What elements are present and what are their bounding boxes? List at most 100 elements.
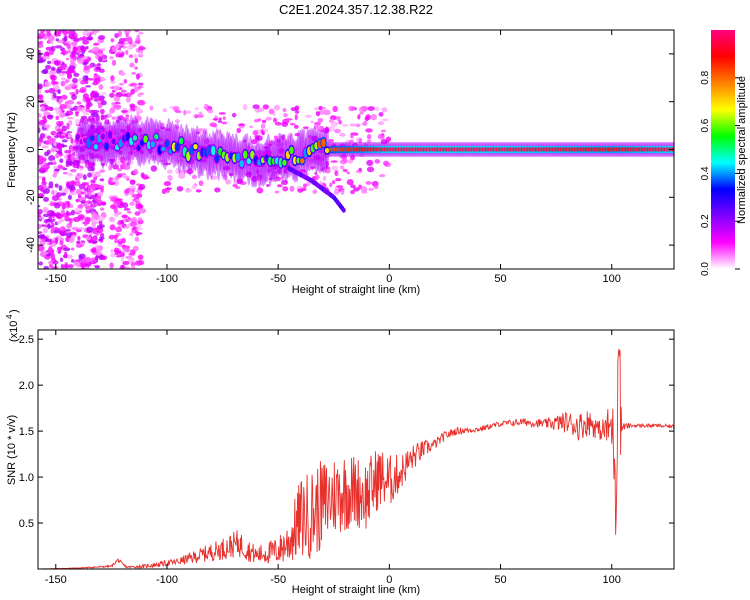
spectrogram-cell: [163, 162, 171, 166]
spectrogram-cell: [38, 141, 42, 147]
spectrogram-cell: [55, 237, 59, 243]
spectrogram-x-axis-label: Height of straight line (km): [292, 284, 420, 296]
spectrogram-cell: [89, 152, 96, 159]
spectrogram-cell: [42, 177, 46, 184]
spectrogram-cell: [69, 107, 76, 111]
spectrogram-cell: [289, 122, 296, 126]
spectrogram-cell: [310, 120, 314, 124]
spectrogram-cell: [348, 139, 354, 143]
spectrogram-cell: [60, 192, 66, 196]
spectrogram-cell: [69, 58, 76, 65]
spectrogram-cell: [361, 190, 368, 194]
spectrogram-cell: [358, 106, 366, 113]
spectrogram-cell: [191, 174, 198, 180]
spectrogram-cell: [91, 220, 96, 227]
spectrogram-cell: [191, 184, 197, 190]
spectrogram-cell: [90, 180, 96, 183]
spectrogram-cell: [236, 127, 242, 133]
spectrogram-cell: [53, 202, 61, 209]
spectrogram-cell: [317, 117, 324, 123]
spectrogram-cell: [272, 117, 278, 123]
spectrogram-cell: [134, 106, 142, 114]
spectrogram-cell: [252, 130, 258, 136]
spectrogram-cell: [129, 62, 135, 68]
spectrogram-cell: [119, 82, 124, 86]
spectrogram-cell: [349, 123, 357, 127]
spectrogram-cell: [57, 249, 61, 255]
spectrogram-cell: [342, 168, 348, 173]
spectrogram-cell: [92, 112, 99, 118]
spectrogram-cell: [87, 36, 94, 41]
spectrogram-cell: [71, 50, 77, 57]
spectrogram-cell: [59, 103, 67, 110]
spectrogram-cell: [246, 158, 252, 165]
spectrogram-cell: [120, 109, 128, 113]
spectrogram-cell: [40, 119, 44, 126]
spectrogram-cell: [64, 51, 68, 55]
spectrogram-cell: [329, 182, 333, 188]
spectrogram-cell: [85, 103, 91, 110]
spectrogram-cell: [255, 174, 263, 181]
spectrogram-cell: [70, 42, 78, 46]
spectrogram-cell: [294, 132, 300, 137]
spectrogram-cell: [120, 89, 127, 93]
snr-y-tick-label: 2.5: [19, 334, 34, 346]
spectrogram-cell: [110, 249, 114, 254]
spectrogram-cell: [140, 172, 145, 178]
spectrogram-cell: [41, 157, 47, 162]
spectrogram-cell: [199, 130, 208, 135]
spectrogram-cell: [78, 128, 85, 132]
spectrogram-cell: [38, 127, 41, 134]
spectrogram-cell: [167, 169, 173, 174]
spectrogram-cell: [52, 218, 56, 222]
spectrogram-cell: [73, 85, 78, 88]
spectrogram-cell: [47, 35, 55, 42]
spectrogram-cell: [85, 85, 92, 88]
spectrogram-cell: [212, 117, 219, 121]
spectrogram-cell: [121, 214, 128, 218]
spectrogram-cell: [130, 261, 136, 267]
spectrogram-cell: [97, 56, 103, 63]
spectrogram-cell: [94, 120, 99, 124]
spectrogram-cell: [53, 142, 57, 147]
spectrogram-cell: [113, 85, 121, 91]
snr-y-scale-base: (x10: [8, 321, 20, 342]
spectrogram-cell: [38, 31, 45, 39]
spectrogram-cell: [70, 247, 75, 251]
spectrogram-cell: [130, 120, 136, 124]
spectrogram-cell: [138, 100, 146, 106]
spectrogram-cell: [84, 159, 90, 163]
spectrogram-cell: [38, 245, 45, 252]
spectrogram-cell: [104, 119, 110, 125]
spectrogram-cell: [90, 240, 99, 244]
snr-panel: -150 -100 -50 0 50 100 0.5 1.0 1.5 2.0 2.5 Height…: [5, 309, 675, 596]
spectrogram-cell: [127, 219, 134, 222]
spectrogram-cell: [66, 72, 73, 79]
spectrogram-cell: [90, 31, 95, 35]
spectrogram-cell: [334, 170, 339, 177]
spectrogram-cell: [108, 164, 113, 171]
spectrogram-cell: [134, 57, 138, 64]
spectrogram-cell: [325, 167, 331, 174]
spectrogram-cell: [52, 92, 57, 99]
spectrogram-cell: [75, 88, 79, 95]
spectrogram-y-ticks: -40 -20 0 20 40: [25, 48, 674, 253]
spectrogram-cell: [199, 159, 207, 163]
snr-series-line: [38, 348, 674, 569]
spectrogram-cell: [72, 145, 80, 150]
spectrogram-cell: [90, 192, 96, 196]
spectrogram-cell: [251, 138, 258, 145]
spectrogram-cell: [335, 185, 344, 189]
spectrogram-cell: [150, 165, 158, 172]
spectrogram-cell: [151, 154, 157, 161]
spectrogram-cell: [82, 35, 86, 41]
spectrogram-cell: [72, 216, 81, 222]
spectrogram-cell: [115, 226, 123, 233]
spectrogram-cell: [67, 68, 75, 74]
spectrogram-cell: [109, 107, 116, 114]
spectrogram-cell: [54, 183, 59, 188]
spectrogram-cell: [38, 119, 41, 123]
spectrogram-cell: [273, 104, 281, 111]
spectrogram-cell: [366, 134, 372, 140]
spectrogram-cell: [257, 118, 262, 122]
